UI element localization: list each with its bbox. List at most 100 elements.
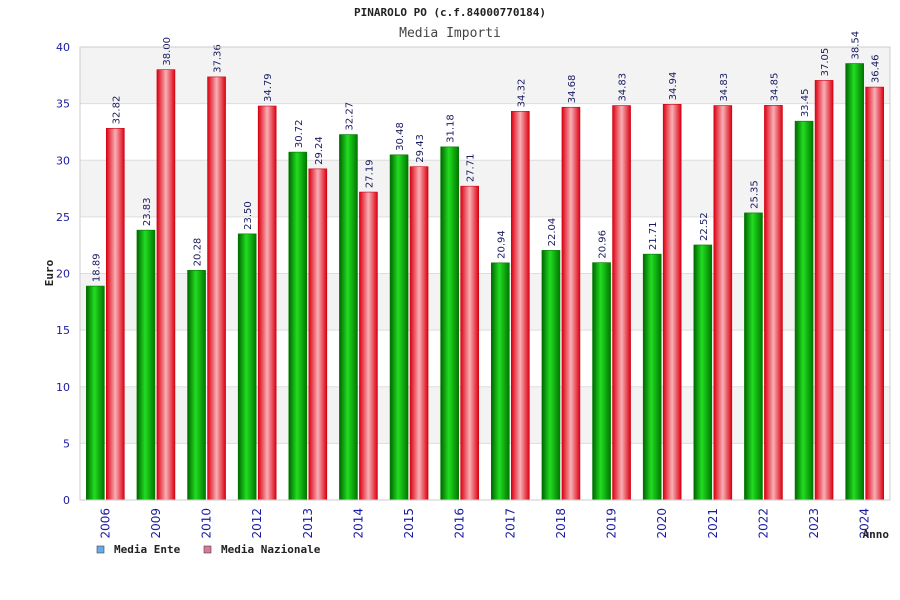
legend: Media Ente Media Nazionale — [96, 543, 321, 556]
x-tick-label: 2024 — [858, 508, 872, 539]
y-tick-label: 30 — [56, 154, 70, 167]
chart-title: PINAROLO PO (c.f.84000770184) — [354, 6, 546, 19]
axes: 0 5 10 15 20 25 30 35 40 2006 2009 2010 2012 2013 2014… — [56, 41, 891, 539]
value-label: 32.27 — [344, 102, 355, 131]
x-tick-label: 2023 — [807, 508, 821, 539]
bar-media-ente-2010 — [187, 270, 206, 501]
bar-media-ente-2020 — [642, 253, 662, 501]
x-tick-label: 2013 — [301, 508, 315, 539]
x-tick-label: 2017 — [503, 508, 517, 539]
value-label: 22.52 — [699, 212, 710, 241]
bar-media-nazionale-2012 — [257, 105, 277, 501]
bar-media-nazionale-2018 — [561, 106, 581, 501]
value-label: 31.18 — [446, 114, 457, 143]
bar-media-nazionale-2006 — [106, 128, 125, 501]
x-tick-label: 2014 — [351, 508, 365, 539]
bar-media-nazionale-2015 — [409, 166, 429, 501]
y-tick-label: 25 — [56, 211, 70, 224]
value-label: 34.79 — [263, 73, 274, 102]
value-label: 27.19 — [364, 159, 375, 188]
value-label: 18.89 — [91, 253, 102, 282]
value-label: 29.43 — [415, 134, 426, 163]
bar-media-ente-2009 — [136, 229, 156, 501]
legend-swatch-media-ente — [96, 545, 105, 554]
bar-media-ente-2021 — [693, 244, 713, 501]
x-tick-label: 2015 — [402, 508, 416, 539]
y-tick-label: 5 — [63, 437, 70, 450]
value-label: 38.00 — [162, 37, 173, 66]
bar-media-nazionale-2021 — [713, 105, 733, 501]
y-tick-label: 10 — [56, 381, 70, 394]
value-label: 34.94 — [668, 72, 679, 101]
value-label: 22.04 — [547, 218, 558, 247]
bar-media-nazionale-2022 — [764, 105, 783, 501]
x-tick-label: 2018 — [554, 508, 568, 539]
value-label: 37.36 — [213, 44, 224, 73]
bar-media-nazionale-2020 — [662, 104, 682, 501]
value-labels: 18.89 32.82 23.83 38.00 20.28 37.36 23.50 34.79… — [91, 31, 881, 282]
legend-label-media-nazionale: Media Nazionale — [221, 543, 321, 556]
bar-media-ente-2019 — [592, 262, 611, 501]
x-tick-label: 2022 — [756, 508, 770, 539]
chart-subtitle: Media Importi — [399, 26, 501, 41]
value-label: 20.28 — [193, 238, 204, 267]
x-tick-label: 2010 — [200, 508, 214, 539]
x-tick-label: 2006 — [98, 508, 112, 539]
legend-label-media-ente: Media Ente — [114, 543, 181, 556]
value-label: 20.96 — [598, 230, 609, 259]
value-label: 30.72 — [294, 119, 305, 148]
value-label: 34.68 — [567, 75, 578, 104]
bar-media-nazionale-2019 — [612, 105, 631, 501]
bar-media-ente-2013 — [288, 151, 308, 501]
bar-media-nazionale-2017 — [511, 111, 530, 501]
value-label: 34.83 — [618, 73, 629, 102]
value-label: 38.54 — [851, 31, 862, 60]
y-axis-label: Euro — [43, 259, 56, 286]
value-label: 23.83 — [142, 197, 153, 226]
value-label: 37.05 — [820, 48, 831, 77]
x-tick-label: 2012 — [250, 508, 264, 539]
x-tick-label: 2020 — [655, 508, 669, 539]
value-label: 29.24 — [314, 136, 325, 165]
bar-media-nazionale-2014 — [359, 191, 378, 501]
x-tick-label: 2019 — [605, 508, 619, 539]
bar-media-ente-2012 — [237, 233, 257, 501]
x-tick-label: 2016 — [453, 508, 467, 539]
value-label: 25.35 — [749, 180, 760, 209]
legend-swatch-media-nazionale — [203, 545, 212, 554]
bar-media-ente-2016 — [440, 146, 459, 501]
bar-media-ente-2024 — [845, 63, 864, 501]
y-tick-label: 35 — [56, 98, 70, 111]
x-tick-label: 2009 — [149, 508, 163, 539]
bar-media-nazionale-2024 — [865, 86, 884, 501]
plot-frame — [79, 46, 891, 501]
bar-media-ente-2017 — [491, 262, 510, 501]
value-label: 27.71 — [466, 154, 477, 183]
value-label: 32.82 — [111, 96, 122, 125]
y-tick-label: 15 — [56, 324, 70, 337]
value-label: 21.71 — [648, 221, 659, 250]
bar-media-nazionale-2013 — [308, 168, 328, 501]
bar-media-nazionale-2009 — [156, 69, 176, 501]
y-tick-label: 0 — [63, 494, 70, 507]
value-label: 36.46 — [871, 54, 882, 83]
bar-media-ente-2023 — [794, 120, 814, 501]
bars — [86, 63, 884, 501]
bar-media-nazionale-2016 — [460, 185, 479, 501]
bar-media-nazionale-2023 — [814, 80, 834, 501]
y-tick-label: 20 — [56, 268, 70, 281]
value-label: 34.83 — [719, 73, 730, 102]
value-label: 34.85 — [769, 73, 780, 102]
bar-media-ente-2014 — [339, 134, 358, 501]
value-label: 30.48 — [395, 122, 406, 151]
x-tick-label: 2021 — [706, 508, 720, 539]
value-label: 34.32 — [516, 79, 527, 108]
y-tick-label: 40 — [56, 41, 70, 54]
bar-media-ente-2022 — [744, 212, 763, 501]
bar-media-nazionale-2010 — [207, 76, 226, 501]
x-axis-label: Anno — [863, 528, 890, 541]
bar-media-ente-2006 — [86, 285, 105, 501]
value-label: 23.50 — [243, 201, 254, 230]
bar-media-ente-2015 — [389, 154, 409, 501]
